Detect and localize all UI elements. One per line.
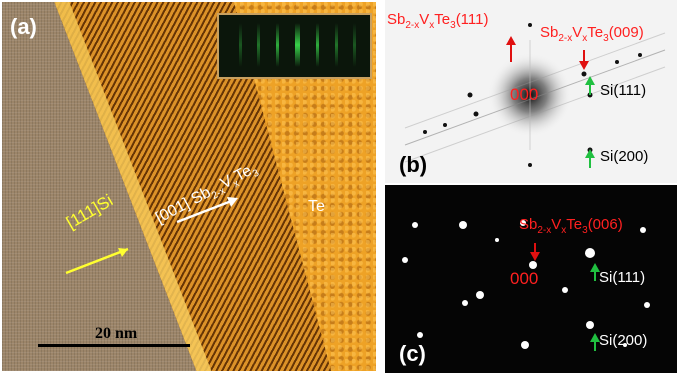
refl-sub: 2-x bbox=[537, 225, 552, 236]
refl-v: V bbox=[551, 216, 562, 233]
saed-pattern-panel: Sb2-xVxTe3(006) 000 Si(111) Si(200) (c) bbox=[385, 185, 677, 373]
green-arrowhead-si111-c bbox=[590, 263, 600, 272]
refl-te: Te bbox=[566, 216, 583, 233]
red-arrowhead-009 bbox=[579, 61, 589, 70]
saed-pattern-drawing bbox=[402, 220, 650, 351]
refl-sb: Sb bbox=[519, 216, 538, 233]
panel-c-label: (c) bbox=[399, 341, 426, 366]
scale-bar bbox=[38, 344, 190, 347]
refl-te: Te bbox=[434, 11, 451, 28]
refl-sub: x bbox=[561, 225, 567, 236]
refl-index: (006) bbox=[587, 216, 623, 233]
si-direction-arrow bbox=[65, 247, 129, 275]
fft-spot bbox=[528, 23, 532, 27]
center-spot-label: 000 bbox=[510, 85, 539, 104]
refl-v: V bbox=[572, 24, 583, 41]
red-arrowhead-006 bbox=[530, 252, 540, 261]
red-arrowhead-111 bbox=[506, 36, 516, 45]
fft-spot bbox=[638, 53, 642, 57]
layer-direction-arrow bbox=[176, 198, 235, 224]
rheed-streak bbox=[257, 23, 260, 67]
refl-006-label: Sb2-xVxTe3(006) bbox=[519, 216, 623, 236]
layer-arrowhead bbox=[227, 197, 238, 207]
green-arrowhead-si200 bbox=[585, 149, 595, 158]
refl-sub: x bbox=[429, 20, 435, 31]
fft-streak-line bbox=[404, 32, 666, 129]
rheed-streak bbox=[316, 23, 319, 67]
refl-sb: Sb bbox=[387, 11, 406, 28]
refl-sub: 3 bbox=[603, 33, 609, 44]
rheed-streak bbox=[239, 23, 242, 67]
rheed-streak bbox=[276, 23, 279, 67]
refl-index: (111) bbox=[455, 11, 489, 28]
saed-spot bbox=[412, 222, 418, 228]
saed-spot bbox=[529, 261, 537, 269]
refl-index: (009) bbox=[608, 24, 644, 41]
si200-label: Si(200) bbox=[600, 148, 649, 165]
fft-pattern-panel: Sb2-xVxTe3(111) Sb2-xVxTe3(009) 000 Si(1… bbox=[385, 0, 677, 183]
saed-spot bbox=[402, 257, 408, 263]
saed-spot bbox=[586, 321, 594, 329]
fft-spot bbox=[581, 71, 587, 77]
refl-sub: x bbox=[582, 33, 588, 44]
saed-spot bbox=[459, 221, 467, 229]
saed-spot bbox=[623, 343, 627, 347]
rheed-streak bbox=[295, 23, 300, 67]
refl-te: Te bbox=[587, 24, 604, 41]
center-spot-label-c: 000 bbox=[510, 269, 539, 288]
refl-sb: Sb bbox=[540, 24, 559, 41]
fft-spot bbox=[615, 60, 619, 64]
rheed-inset bbox=[217, 13, 372, 79]
direction-arrows bbox=[65, 197, 238, 275]
fft-spot bbox=[443, 123, 447, 127]
fft-streak-line bbox=[404, 49, 666, 146]
saed-spot bbox=[521, 341, 529, 349]
fft-spot bbox=[473, 111, 479, 117]
saed-spot bbox=[476, 291, 484, 299]
si111-label-c: Si(111) bbox=[599, 269, 646, 286]
refl-sub: 3 bbox=[582, 225, 588, 236]
saed-spot bbox=[585, 248, 595, 258]
refl-sub: 2-x bbox=[558, 33, 573, 44]
refl-v: V bbox=[419, 11, 430, 28]
green-arrowhead-si200-c bbox=[590, 333, 600, 342]
rheed-streak bbox=[335, 23, 338, 67]
saed-spot bbox=[562, 287, 568, 293]
si111-label: Si(111) bbox=[600, 82, 647, 99]
refl-sub: 3 bbox=[450, 20, 456, 31]
si-arrowhead bbox=[118, 248, 128, 257]
saed-spot bbox=[462, 300, 468, 306]
hrtem-image-panel: (a) [111]Si [001] Sb2-xVxTe3 Te 20 nm bbox=[2, 2, 376, 371]
saed-spot bbox=[417, 332, 423, 338]
refl-sub: 2-x bbox=[405, 20, 420, 31]
saed-spot bbox=[644, 302, 650, 308]
te-label: Te bbox=[308, 198, 325, 215]
fft-spot bbox=[423, 130, 427, 134]
panel-b-label: (b) bbox=[399, 152, 428, 177]
saed-spot bbox=[520, 220, 526, 226]
fft-spot bbox=[467, 92, 473, 98]
panel-a-label: (a) bbox=[10, 14, 37, 39]
saed-spot bbox=[640, 227, 646, 233]
fft-spot bbox=[528, 163, 532, 167]
scale-bar-text: 20 nm bbox=[95, 325, 138, 342]
si200-label-c: Si(200) bbox=[599, 332, 648, 349]
fft-pattern-drawing bbox=[404, 23, 666, 168]
fft-streak-line bbox=[404, 66, 666, 163]
refl-009-label: Sb2-xVxTe3(009) bbox=[540, 24, 644, 44]
refl-111-label: Sb2-xVxTe3(111) bbox=[387, 11, 488, 31]
rheed-streak bbox=[353, 23, 356, 67]
saed-spot bbox=[495, 238, 499, 242]
green-arrowhead-si111 bbox=[585, 76, 595, 85]
